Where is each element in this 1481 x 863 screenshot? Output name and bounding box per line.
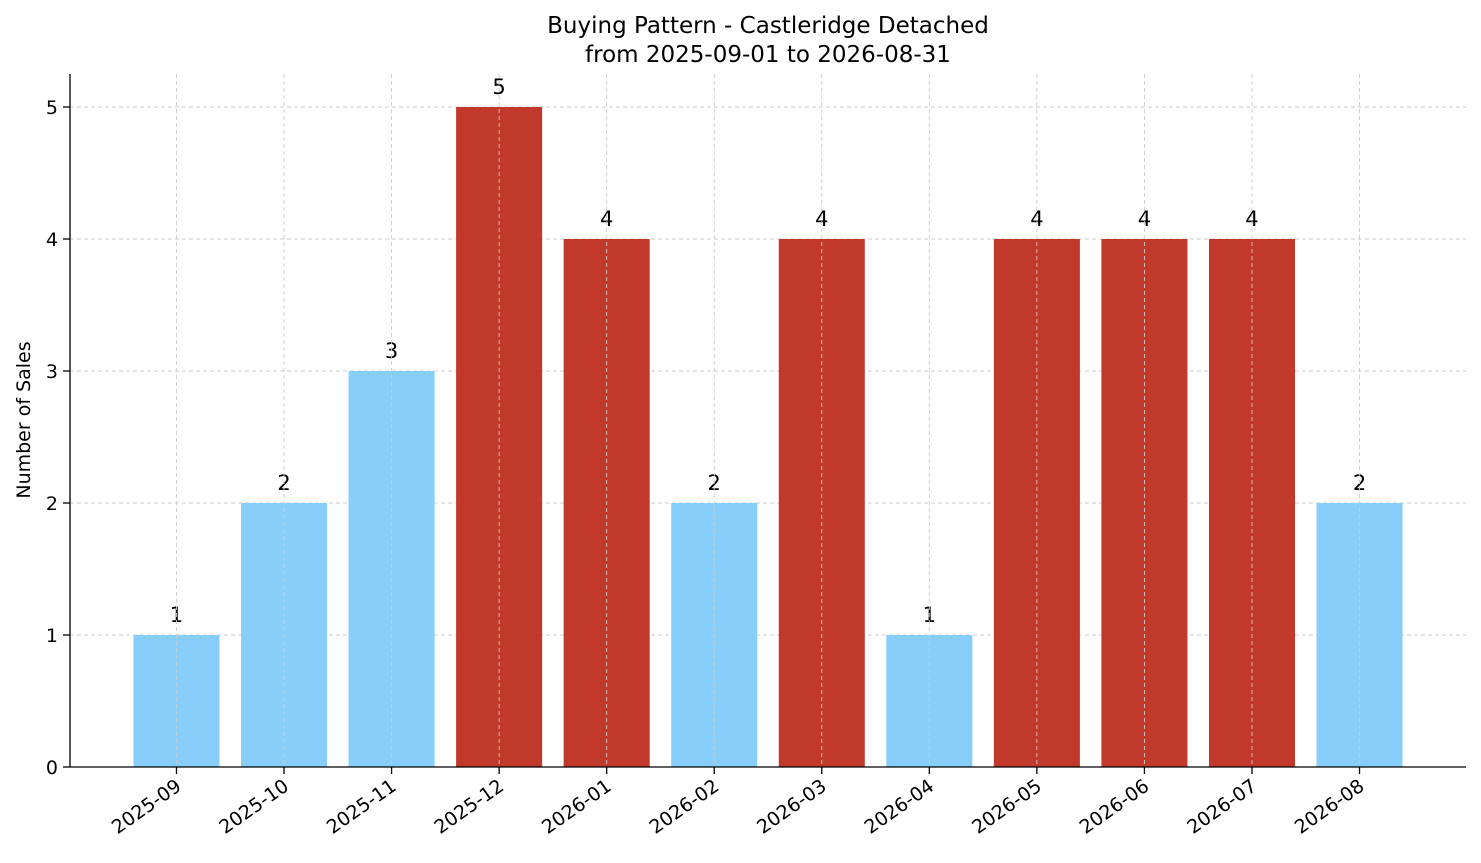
- x-tick-label: 2025-12: [430, 775, 508, 839]
- x-tick-label: 2026-05: [968, 775, 1046, 839]
- data-label: 5: [492, 75, 505, 99]
- x-tick-label: 2025-11: [323, 775, 401, 839]
- chart-title: Buying Pattern - Castleridge Detached: [547, 13, 989, 39]
- y-tick-label: 5: [46, 97, 58, 119]
- data-label: 4: [1245, 207, 1258, 231]
- y-tick-label: 2: [46, 493, 58, 515]
- x-tick-label: 2026-08: [1291, 775, 1369, 839]
- data-label: 4: [1030, 207, 1043, 231]
- bars: [133, 107, 1403, 767]
- data-label: 4: [600, 207, 613, 231]
- x-tick-label: 2026-02: [645, 775, 723, 839]
- chart-subtitle: from 2025-09-01 to 2026-08-31: [585, 42, 951, 68]
- x-tick-label: 2026-03: [753, 775, 831, 839]
- y-tick-label: 0: [46, 757, 58, 779]
- y-tick-label: 4: [46, 229, 58, 251]
- x-tick-label: 2025-09: [108, 775, 186, 839]
- data-label: 4: [815, 207, 828, 231]
- data-label: 4: [1138, 207, 1151, 231]
- x-tick-label: 2026-01: [538, 775, 616, 839]
- y-tick-label: 3: [46, 361, 58, 383]
- x-tick-label: 2025-10: [215, 775, 293, 839]
- x-tick-label: 2026-04: [861, 775, 939, 839]
- bar: [456, 107, 543, 767]
- y-tick-label: 1: [46, 625, 58, 647]
- y-axis-label: Number of Sales: [13, 341, 35, 498]
- x-tick-label: 2026-06: [1076, 775, 1154, 839]
- x-tick-label: 2026-07: [1183, 775, 1261, 839]
